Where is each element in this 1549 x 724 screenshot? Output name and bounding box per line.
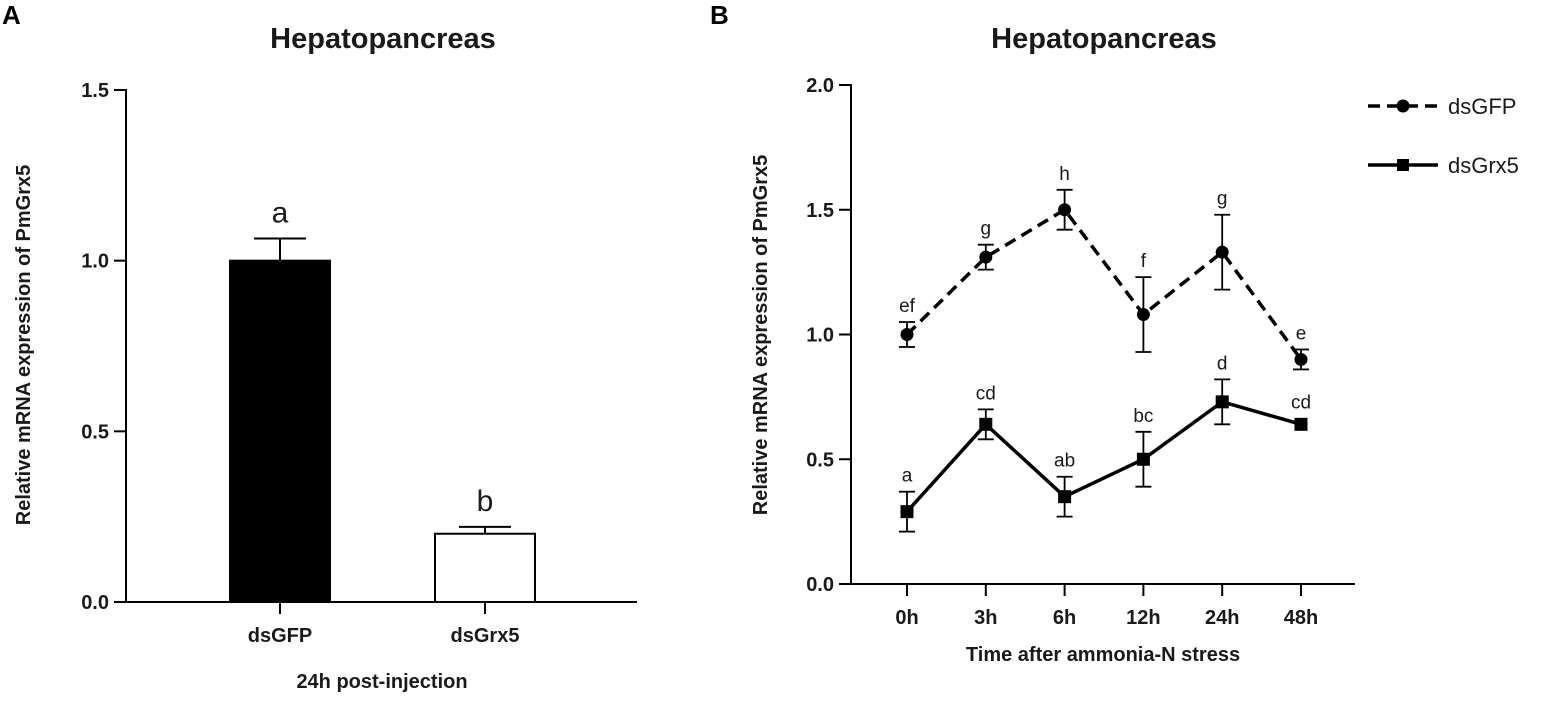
line-x-tick-label: 12h [1126, 607, 1160, 629]
bar-significance-letter: a [272, 196, 289, 229]
series-dsgfp-line [905, 208, 1303, 361]
panel-label-a: A [2, 0, 21, 30]
bar-y-tick-label: 0.0 [81, 592, 109, 614]
legend: dsGFP dsGrx5 [1368, 94, 1519, 178]
bar-dsgrx5 [434, 532, 536, 604]
series-dsgrx5-point [1136, 452, 1150, 466]
bar-y-tick-label: 1.0 [81, 251, 109, 273]
series-dsgfp-point [1136, 308, 1150, 322]
legend-dsgrx5-marker [1397, 159, 1409, 171]
bar-x-tick-label: dsGFP [248, 625, 312, 647]
series-dsgrx5-significance-letter: bc [1133, 406, 1153, 427]
legend-dsgfp-label: dsGFP [1448, 94, 1516, 119]
series-dsgrx5-point [1215, 395, 1229, 409]
series-dsgfp-point [1215, 245, 1229, 259]
line-chart-panel: Hepatopancreas Relative mRNA expression … [750, 23, 1519, 666]
series-dsgrx5-significance-letter: cd [1291, 392, 1311, 413]
line-x-tick-label: 6h [1053, 607, 1076, 629]
bar-chart-y-axis-title: Relative mRNA expression of PmGrx5 [13, 165, 35, 526]
series-dsgrx5-significance-letter: cd [976, 383, 996, 404]
series-dsgfp-point [1058, 203, 1072, 217]
bar-y-tick-label: 0.5 [81, 421, 109, 443]
series-dsgrx5-significance-letter: d [1217, 353, 1228, 374]
series-dsgfp-significance-letter: g [981, 219, 992, 240]
bar-chart-panel: Hepatopancreas Relative mRNA expression … [13, 23, 637, 693]
series-dsgfp-point [900, 328, 914, 341]
series-dsgfp-significance-letter: e [1296, 323, 1307, 344]
series-dsgrx5-point [1058, 490, 1072, 504]
line-chart-x-axis-title: Time after ammonia-N stress [966, 644, 1240, 666]
legend-dsgrx5-label: dsGrx5 [1448, 153, 1519, 178]
series-dsgrx5-significance-letter: a [902, 466, 913, 487]
series-dsgrx5-line [905, 400, 1302, 513]
legend-dsgfp-marker [1396, 99, 1410, 113]
series-dsgfp-significance-letter: g [1217, 189, 1228, 210]
line-x-tick-label: 0h [895, 607, 918, 629]
series-dsgfp-point [979, 250, 993, 264]
line-y-tick-label: 1.5 [806, 200, 834, 222]
line-y-tick-label: 2.0 [806, 75, 834, 97]
bar-dsgfp [229, 259, 331, 603]
series-dsgrx5-point [979, 417, 993, 431]
series-dsgfp-significance-letter: f [1141, 251, 1147, 272]
bar-y-tick-label: 1.5 [81, 80, 109, 102]
bar-significance-letter: b [477, 485, 494, 518]
series-dsgrx5-point [1294, 417, 1308, 431]
bar-chart-title: Hepatopancreas [270, 23, 496, 55]
line-y-tick-label: 0.5 [806, 449, 834, 471]
series-dsgfp-point [1294, 352, 1308, 366]
line-y-tick-label: 1.0 [806, 325, 834, 347]
bar-x-tick-label: dsGrx5 [451, 625, 520, 647]
line-chart-title: Hepatopancreas [991, 23, 1217, 55]
line-x-tick-label: 48h [1284, 607, 1318, 629]
line-x-tick-label: 24h [1205, 607, 1239, 629]
series-dsgfp-significance-letter: h [1059, 164, 1070, 185]
series-dsgrx5-significance-letter: ab [1054, 451, 1075, 472]
series-dsgrx5-point [900, 505, 914, 519]
line-chart-y-axis-title: Relative mRNA expression of PmGrx5 [750, 155, 772, 516]
line-y-tick-label: 0.0 [806, 574, 834, 596]
series-dsgfp-significance-letter: ef [899, 296, 916, 317]
panel-label-b: B [710, 0, 729, 30]
line-x-tick-label: 3h [974, 607, 997, 629]
bar-chart-x-axis-title: 24h post-injection [296, 671, 467, 693]
